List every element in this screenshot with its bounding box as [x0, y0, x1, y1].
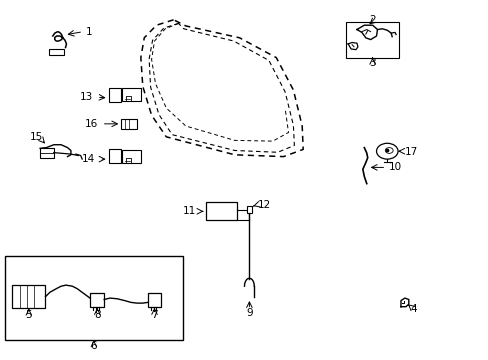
Text: 14: 14 [82, 154, 95, 164]
Text: 13: 13 [80, 92, 93, 102]
Text: 3: 3 [368, 58, 375, 68]
Text: 8: 8 [94, 310, 101, 320]
Text: 12: 12 [258, 200, 271, 210]
Text: 15: 15 [30, 132, 43, 142]
Bar [121, 119, 137, 129]
Text: 1: 1 [85, 27, 92, 37]
Bar [108, 88, 121, 102]
Bar [147, 293, 161, 307]
Circle shape [376, 143, 397, 159]
Bar [5, 256, 183, 340]
Text: 16: 16 [84, 119, 98, 129]
Text: 4: 4 [410, 304, 417, 314]
Bar [12, 285, 45, 308]
Bar [90, 293, 104, 307]
Text: 9: 9 [245, 308, 252, 318]
Bar [122, 88, 141, 101]
Text: 17: 17 [404, 147, 417, 157]
Circle shape [385, 148, 392, 153]
Bar [108, 149, 121, 163]
Bar [346, 22, 398, 58]
Bar [40, 148, 54, 158]
Bar [122, 150, 141, 163]
Text: 11: 11 [182, 206, 195, 216]
Text: 7: 7 [151, 310, 158, 320]
Text: 6: 6 [90, 341, 97, 351]
Bar [246, 206, 251, 213]
Bar [49, 49, 63, 55]
Bar [206, 202, 236, 220]
Text: 10: 10 [388, 162, 401, 172]
Text: 5: 5 [25, 310, 32, 320]
Text: 2: 2 [368, 15, 375, 25]
